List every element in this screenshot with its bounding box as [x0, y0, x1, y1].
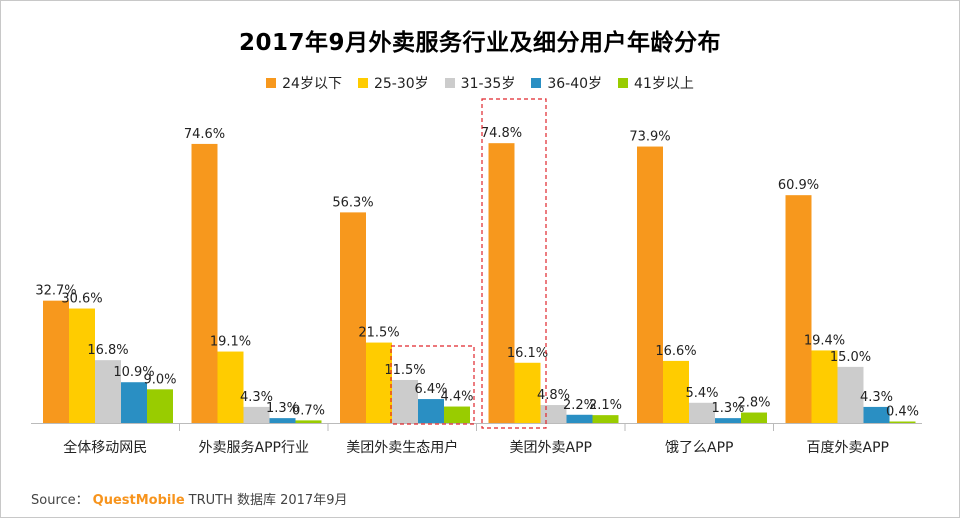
- category-label: 百度外卖APP: [807, 440, 889, 456]
- bar: [295, 420, 322, 423]
- data-label: 19.1%: [210, 335, 251, 350]
- bar: [95, 360, 121, 423]
- data-label: 74.8%: [481, 126, 522, 141]
- bar: [43, 300, 69, 423]
- data-label: 0.4%: [886, 405, 919, 420]
- data-label: 2.2%: [563, 398, 596, 413]
- bar: [340, 212, 366, 423]
- bar: [663, 360, 689, 423]
- data-label: 74.6%: [184, 127, 225, 142]
- source-prefix: Source：: [31, 493, 89, 508]
- source-brand: QuestMobile: [92, 493, 185, 508]
- legend-item-25-30: 25-30岁: [357, 73, 429, 93]
- bar: [514, 362, 541, 423]
- data-label: 4.4%: [440, 390, 473, 405]
- data-label: 1.3%: [711, 401, 744, 416]
- legend-swatch-over-41: [618, 78, 629, 88]
- chart-title: 2017年9月外卖服务行业及细分用户年龄分布: [238, 30, 722, 56]
- data-label: 11.5%: [384, 363, 425, 378]
- data-label: 5.4%: [685, 386, 718, 401]
- category-label: 全体移动网民: [63, 439, 147, 456]
- data-label: 16.1%: [507, 346, 548, 361]
- source-suffix: TRUTH 数据库 2017年9月: [188, 493, 348, 508]
- category-label: 美团外卖APP: [510, 440, 592, 456]
- data-label: 19.4%: [804, 333, 845, 348]
- data-label: 10.9%: [113, 365, 154, 380]
- bar: [392, 379, 418, 423]
- source-note: Source： QuestMobile TRUTH 数据库 2017年9月: [31, 489, 347, 508]
- data-label: 4.3%: [240, 390, 273, 405]
- category-label: 饿了么APP: [665, 440, 733, 456]
- bar: [269, 418, 296, 423]
- data-label: 4.3%: [860, 390, 893, 405]
- bar: [837, 366, 864, 423]
- data-label: 16.8%: [87, 343, 128, 358]
- bar: [488, 143, 515, 423]
- bar: [637, 146, 663, 423]
- legend-item-over-41: 41岁以上: [618, 73, 694, 93]
- bar: [444, 406, 470, 423]
- category-label: 美团外卖生态用户: [346, 439, 458, 456]
- data-label: 4.8%: [537, 388, 570, 403]
- bar: [418, 399, 444, 423]
- legend-swatch-25-30: [357, 78, 368, 88]
- bar: [69, 308, 95, 423]
- bar: [811, 350, 838, 423]
- data-label: 9.0%: [143, 372, 176, 387]
- highlight-box: [481, 98, 547, 429]
- legend-label-31-35: 31-35岁: [460, 76, 516, 92]
- bar: [592, 415, 619, 423]
- legend-label-25-30: 25-30岁: [373, 76, 429, 92]
- data-label: 60.9%: [778, 178, 819, 193]
- data-label: 56.3%: [332, 195, 373, 210]
- data-label: 16.6%: [655, 344, 696, 359]
- data-label: 2.1%: [589, 398, 622, 413]
- bar: [540, 405, 567, 423]
- bar: [566, 414, 593, 423]
- data-label: 15.0%: [830, 350, 871, 365]
- bar: [217, 351, 244, 423]
- bar: [147, 389, 173, 423]
- legend-label-over-41: 41岁以上: [634, 76, 694, 92]
- data-label: 1.3%: [266, 401, 299, 416]
- data-label: 21.5%: [358, 326, 399, 341]
- bar: [863, 406, 890, 423]
- legend-item-36-40: 36-40岁: [531, 73, 602, 93]
- data-label: 30.6%: [61, 292, 102, 307]
- legend-item-31-35: 31-35岁: [444, 73, 516, 93]
- bar: [689, 402, 715, 423]
- bar: [889, 421, 916, 423]
- legend-swatch-under-24: [266, 78, 277, 88]
- data-label: 73.9%: [629, 130, 670, 145]
- legend: 24岁以下 25-30岁 31-35岁 36-40岁 41岁以上: [1, 73, 959, 93]
- data-label: 32.7%: [35, 284, 76, 299]
- data-label: 0.7%: [292, 403, 325, 418]
- data-label: 6.4%: [414, 382, 447, 397]
- bar: [191, 143, 218, 424]
- highlight-box: [390, 345, 475, 425]
- bar: [741, 412, 767, 423]
- bar: [366, 342, 392, 423]
- legend-label-under-24: 24岁以下: [282, 76, 342, 92]
- data-label: 2.8%: [737, 396, 770, 411]
- bar: [121, 382, 147, 423]
- legend-label-36-40: 36-40岁: [547, 76, 603, 92]
- bar: [243, 406, 270, 423]
- legend-swatch-36-40: [531, 78, 542, 88]
- category-label: 外卖服务APP行业: [199, 440, 309, 456]
- bar: [785, 195, 812, 423]
- legend-swatch-31-35: [444, 78, 455, 88]
- legend-item-under-24: 24岁以下: [266, 73, 342, 93]
- bar: [715, 418, 741, 423]
